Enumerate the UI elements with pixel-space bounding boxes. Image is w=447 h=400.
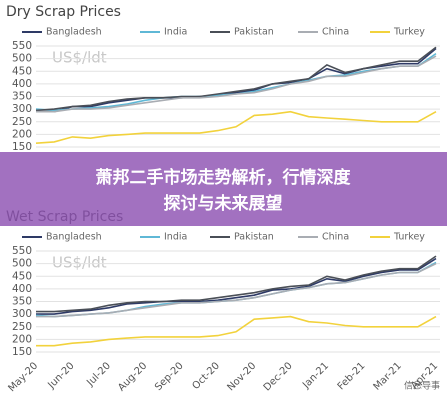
watermark-unit: US$/ldt [52,49,107,67]
legend-label: China [322,27,349,38]
y-tick-label: 450 [12,65,32,77]
legend-label: Turkey [393,27,425,38]
y-tick-label: 550 [12,40,32,52]
y-tick-label: 150 [12,141,32,153]
series-line [35,46,437,112]
series-line [36,315,437,347]
chart-title: Dry Scrap Prices [6,4,121,20]
series-line [36,255,437,313]
legend-label: Pakistan [234,232,274,243]
y-tick-label: 300 [12,308,32,320]
legend-label: India [164,27,187,38]
y-tick-label: 250 [12,116,32,128]
y-tick-label: 300 [12,103,32,115]
y-tick-label: 150 [12,346,32,358]
legend-label: Turkey [393,232,425,243]
series-line [36,257,437,315]
y-tick-label: 500 [12,258,32,270]
series-line [36,262,437,318]
legend-label: Bangladesh [46,232,102,243]
banner [0,152,447,226]
y-tick-label: 250 [12,321,32,333]
banner-line: 萧邦二手市场走势解析，行情深度 [96,167,352,188]
y-tick-label: 400 [12,283,32,295]
legend-label: India [164,232,187,243]
series-line [36,55,437,113]
y-tick-label: 500 [12,53,32,65]
y-tick-label: 400 [12,78,32,90]
y-tick-label: 350 [12,91,32,103]
watermark: 信息导事 [404,380,440,392]
legend-label: Bangladesh [46,27,102,38]
watermark-unit: US$/ldt [52,254,107,272]
legend-label: Pakistan [234,27,274,38]
series-line [35,110,437,144]
y-tick-label: 200 [12,333,32,345]
legend-label: China [322,232,349,243]
banner-line: 探讨与未来展望 [164,193,283,214]
y-tick-label: 550 [12,245,32,257]
y-tick-label: 200 [12,128,32,140]
y-tick-label: 450 [12,270,32,282]
y-tick-label: 350 [12,296,32,308]
